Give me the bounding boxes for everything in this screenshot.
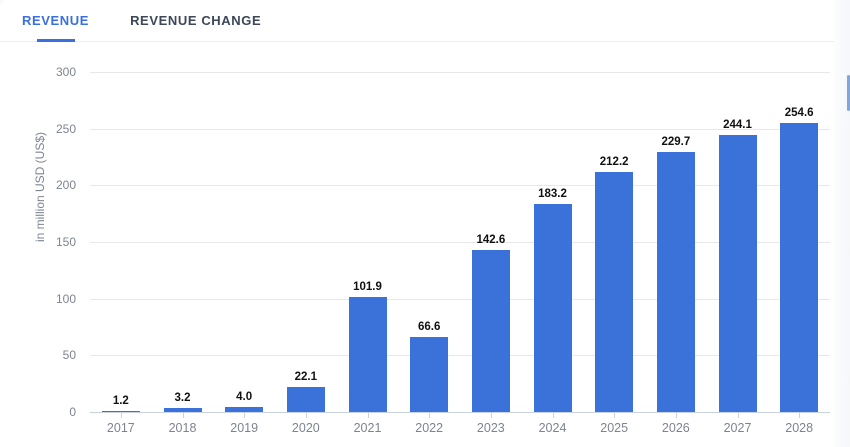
x-tick-label-2028: 2028 bbox=[785, 421, 814, 435]
x-tick-2021 bbox=[367, 412, 369, 418]
x-tick-2018 bbox=[182, 412, 184, 418]
y-tick-label-300: 300 bbox=[55, 65, 76, 79]
x-tick-2024 bbox=[552, 412, 554, 418]
x-tick-label-2025: 2025 bbox=[600, 421, 629, 435]
bar-value-label-2020: 22.1 bbox=[294, 370, 318, 383]
x-tick-2020 bbox=[305, 412, 307, 418]
x-tick-label-2019: 2019 bbox=[230, 421, 259, 435]
gridline-300 bbox=[90, 72, 830, 73]
bar-value-label-2022: 66.6 bbox=[417, 320, 441, 333]
bar-value-label-2018: 3.2 bbox=[174, 392, 191, 405]
gridline-250 bbox=[90, 128, 830, 130]
bar-2019[interactable] bbox=[225, 407, 264, 412]
x-tick-label-2024: 2024 bbox=[538, 421, 567, 435]
bar-2021[interactable] bbox=[348, 296, 387, 412]
x-tick-label-2026: 2026 bbox=[661, 421, 690, 435]
bar-value-label-2021: 101.9 bbox=[353, 280, 382, 293]
x-tick-2017 bbox=[120, 412, 122, 418]
x-tick-label-2020: 2020 bbox=[291, 421, 320, 435]
bar-2028[interactable] bbox=[780, 123, 819, 412]
x-tick-2025 bbox=[614, 412, 616, 418]
bar-2020[interactable] bbox=[286, 386, 325, 412]
y-tick-label-150: 150 bbox=[55, 235, 76, 249]
x-tick-2027 bbox=[737, 412, 739, 418]
bar-2027[interactable] bbox=[718, 135, 757, 412]
y-tick-label-100: 100 bbox=[55, 291, 76, 306]
bar-value-label-2019: 4.0 bbox=[236, 391, 253, 404]
gridline-50 bbox=[90, 355, 830, 357]
gridline-200 bbox=[90, 185, 830, 187]
bar-value-label-2025: 212.2 bbox=[599, 155, 629, 168]
y-tick-label-250: 250 bbox=[55, 121, 76, 136]
tab-revenue[interactable]: REVENUE bbox=[20, 0, 91, 41]
bar-2025[interactable] bbox=[595, 171, 634, 412]
bar-value-label-2024: 183.2 bbox=[538, 188, 567, 201]
bar-value-label-2027: 244.1 bbox=[723, 119, 752, 132]
page-background-strip bbox=[834, 0, 850, 447]
bar-2022[interactable] bbox=[410, 336, 449, 412]
bar-2026[interactable] bbox=[656, 151, 695, 412]
bar-value-label-2023: 142.6 bbox=[476, 234, 506, 247]
bar-2018[interactable] bbox=[163, 408, 202, 412]
tab-revenue-change[interactable]: REVENUE CHANGE bbox=[130, 13, 262, 28]
y-tick-label-50: 50 bbox=[62, 348, 76, 363]
bar-2024[interactable] bbox=[533, 204, 572, 412]
x-axis-baseline bbox=[90, 412, 830, 413]
x-tick-label-2017: 2017 bbox=[106, 421, 135, 435]
x-tick-label-2023: 2023 bbox=[476, 421, 505, 435]
x-tick-label-2027: 2027 bbox=[723, 421, 752, 435]
gridline-150 bbox=[90, 242, 830, 243]
bar-value-label-2017: 1.2 bbox=[112, 394, 129, 407]
x-tick-2028 bbox=[799, 412, 801, 418]
vertical-scrollbar-thumb[interactable] bbox=[847, 75, 850, 111]
y-tick-label-200: 200 bbox=[55, 178, 76, 193]
x-tick-label-2022: 2022 bbox=[415, 421, 444, 435]
x-tick-2019 bbox=[244, 412, 246, 418]
x-tick-2026 bbox=[675, 412, 677, 418]
y-tick-label-0: 0 bbox=[69, 405, 76, 419]
bar-value-label-2026: 229.7 bbox=[661, 135, 691, 148]
tab-bar: REVENUE REVENUE CHANGE bbox=[0, 0, 834, 42]
bar-2023[interactable] bbox=[471, 250, 510, 412]
gridline-100 bbox=[90, 298, 830, 300]
bar-value-label-2028: 254.6 bbox=[784, 107, 814, 120]
bar-chart: in million USD (US$) 0 50 100 150 200 250 300 1… bbox=[0, 42, 834, 447]
bar-2017[interactable] bbox=[101, 410, 140, 412]
x-tick-2022 bbox=[429, 412, 431, 418]
x-tick-label-2018: 2018 bbox=[168, 421, 197, 435]
x-tick-2023 bbox=[490, 412, 492, 418]
x-tick-label-2021: 2021 bbox=[353, 421, 382, 435]
